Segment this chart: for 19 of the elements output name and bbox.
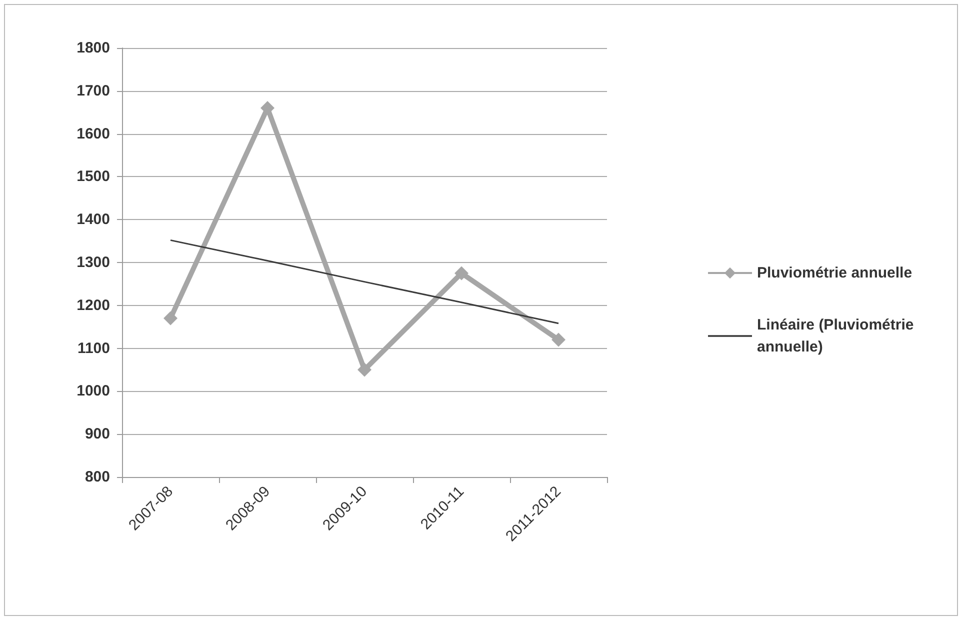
point — [358, 362, 372, 377]
point — [164, 311, 178, 326]
y-tick-label: 1400 — [76, 211, 110, 228]
y-tick-label: 900 — [84, 426, 110, 443]
y-tick-label: 1500 — [76, 168, 110, 186]
y-tick-label: 1200 — [76, 296, 110, 314]
y-tick-label: 1000 — [76, 382, 110, 400]
y-tick-label: 800 — [84, 468, 110, 486]
point — [552, 332, 566, 347]
legend-label: Linéaire (Pluviométrie annuelle) — [757, 316, 918, 356]
legend-label: Pluviométrie annuelle — [757, 264, 912, 282]
line-series — [170, 239, 560, 324]
y-tick-label: 1600 — [76, 125, 110, 142]
y-tick-label: 1700 — [76, 82, 110, 100]
point — [260, 101, 274, 116]
point — [454, 266, 468, 280]
y-tick-label: 1100 — [77, 340, 110, 357]
y-tick-label: 1800 — [76, 40, 110, 56]
y-tick-label: 1300 — [76, 254, 110, 271]
